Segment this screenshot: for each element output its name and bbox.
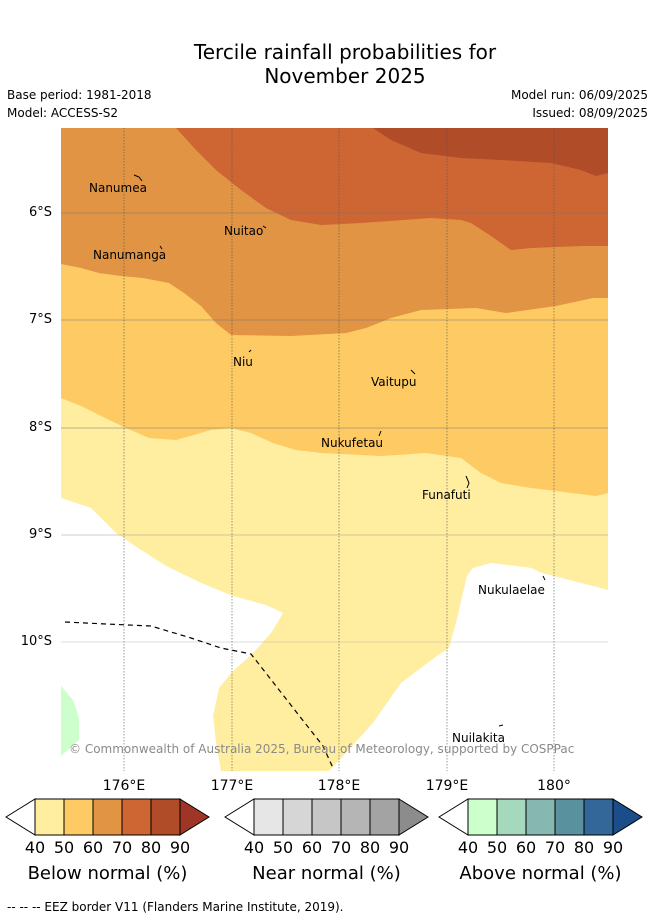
lat-label-6s: 6°S [28, 205, 52, 220]
colorbar-above-normal [438, 798, 643, 836]
island-niu-mark [248, 349, 252, 353]
graticule [61, 128, 608, 771]
lon-label-177e: 177°E [210, 778, 254, 794]
colorbar-tick: 60 [82, 838, 104, 857]
eez-border-line [64, 621, 334, 769]
colorbar-near-normal [224, 798, 429, 836]
colorbar-tick: 60 [301, 838, 323, 857]
colorbar-tick: 80 [359, 838, 381, 857]
place-label: Vaitupu [371, 375, 417, 389]
lon-label-179e: 179°E [425, 778, 469, 794]
colorbar-tick: 80 [140, 838, 162, 857]
lon-label-178e: 178°E [317, 778, 361, 794]
place-label: Nuitao [224, 224, 264, 238]
place-label: Nanumea [89, 181, 147, 195]
eez-border-legend: -- -- -- EEZ border V11 (Flanders Marine… [7, 900, 344, 914]
colorbar-tick: 90 [169, 838, 191, 857]
colorbar-tick: 40 [457, 838, 479, 857]
colorbar-title-above: Above normal (%) [459, 863, 622, 884]
model-run-date: Model run: 06/09/2025 [510, 88, 648, 102]
lat-label-8s: 8°S [28, 420, 52, 435]
colorbar-title-below: Below normal (%) [27, 863, 188, 884]
island-nukufetau-mark [378, 430, 382, 437]
place-label: Niu [233, 355, 253, 369]
island-vaitupu-mark [410, 369, 416, 375]
colorbar-tick: 70 [544, 838, 566, 857]
colorbar-below-normal [5, 798, 210, 836]
colorbar-tick: 50 [272, 838, 294, 857]
colorbar-tick: 70 [111, 838, 133, 857]
colorbar-tick: 80 [573, 838, 595, 857]
place-label: Nukufetau [321, 436, 384, 450]
title-line-2: November 2025 [264, 64, 426, 88]
copyright-credit: © Commonwealth of Australia 2025, Bureau… [69, 742, 575, 756]
model-name: Model: ACCESS-S2 [7, 106, 119, 120]
lat-label-9s: 9°S [28, 527, 52, 542]
island-funafuti-mark [465, 475, 470, 489]
place-label: Nanumanga [93, 248, 167, 262]
region-above-40-50 [61, 686, 79, 756]
colorbar-title-near: Near normal (%) [252, 863, 401, 884]
map-title: Tercile rainfall probabilities for Novem… [0, 40, 655, 88]
region-no-signal-west [61, 498, 283, 771]
island-nuitao-mark [262, 225, 267, 229]
colorbar-tick: 40 [243, 838, 265, 857]
region-no-signal-east [329, 563, 608, 771]
island-nanumanga-mark [159, 245, 163, 250]
issued-date: Issued: 08/09/2025 [532, 106, 648, 120]
colorbar-tick: 90 [602, 838, 624, 857]
island-outlines [133, 174, 546, 727]
island-nanumea-mark [133, 174, 143, 182]
place-label: Nukulaelae [478, 583, 545, 597]
colorbar-tick: 70 [330, 838, 352, 857]
colorbar-tick: 50 [486, 838, 508, 857]
colorbar-tick: 90 [388, 838, 410, 857]
colorbar-tick: 50 [53, 838, 75, 857]
lon-label-176e: 176°E [102, 778, 146, 794]
title-line-1: Tercile rainfall probabilities for [193, 40, 497, 64]
region-below-80-90 [373, 128, 608, 176]
lat-label-10s: 10°S [20, 634, 52, 649]
place-label: Nuilakita [452, 731, 505, 745]
lon-label-180: 180° [537, 778, 571, 794]
lat-label-7s: 7°S [28, 312, 52, 327]
rainfall-probability-map [61, 128, 608, 771]
island-nukulaelae-mark [542, 575, 546, 581]
base-period: Base period: 1981-2018 [7, 88, 152, 102]
colorbar-tick: 60 [515, 838, 537, 857]
place-label: Funafuti [422, 488, 471, 502]
island-nuilakita-mark [498, 724, 504, 727]
colorbar-tick: 40 [24, 838, 46, 857]
